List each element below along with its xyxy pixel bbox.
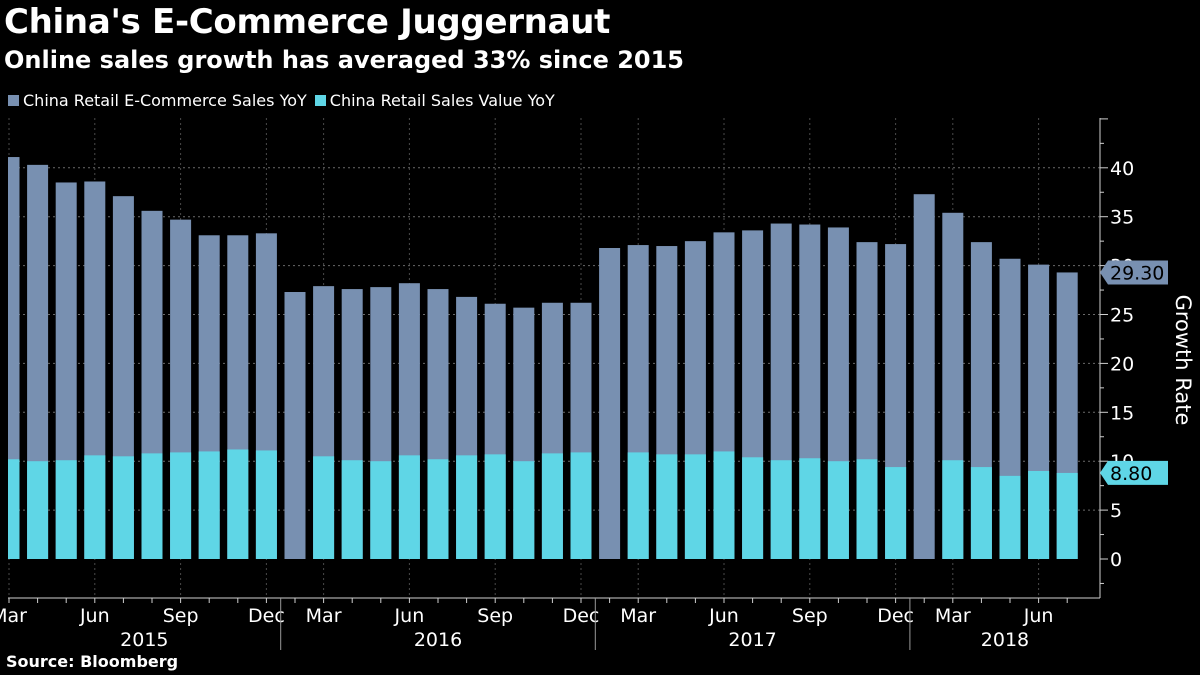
bar-retail-2017-03 bbox=[627, 452, 649, 559]
year-label-2017: 2017 bbox=[728, 629, 776, 651]
bar-retail-2017-05 bbox=[684, 454, 706, 559]
bar-retail-2015-09 bbox=[170, 452, 192, 559]
last-value-label-0: 29.30 bbox=[1110, 262, 1164, 284]
x-tick-label-6: Sep bbox=[477, 605, 513, 627]
last-value-label-1: 8.80 bbox=[1110, 463, 1152, 485]
x-tick-label-8: Mar bbox=[620, 605, 656, 627]
bar-retail-2018-06 bbox=[1028, 470, 1050, 559]
bar-ecommerce-2018-02 bbox=[913, 194, 935, 559]
legend-swatch-retail bbox=[314, 94, 326, 106]
bar-ecommerce-2017-02 bbox=[599, 247, 621, 559]
x-tick-label-0: Mar bbox=[0, 605, 27, 627]
bar-retail-2016-07 bbox=[427, 459, 449, 559]
legend-label-retail: China Retail Sales Value YoY bbox=[329, 90, 555, 110]
x-tick-label-5: Jun bbox=[394, 605, 425, 627]
y-tick-label-5: 5 bbox=[1110, 500, 1122, 522]
bar-retail-2015-12 bbox=[255, 450, 277, 559]
bar-retail-2016-04 bbox=[341, 460, 363, 559]
bar-retail-2016-03 bbox=[313, 456, 335, 559]
bar-retail-2015-08 bbox=[141, 453, 163, 559]
bar-retail-2016-11 bbox=[541, 453, 563, 559]
y-tick-label-25: 25 bbox=[1110, 305, 1134, 327]
x-tick-label-2: Sep bbox=[163, 605, 199, 627]
bar-retail-2017-10 bbox=[827, 461, 849, 559]
bar-retail-2016-09 bbox=[484, 454, 506, 559]
bar-retail-2015-10 bbox=[198, 451, 220, 559]
chart-title: China's E-Commerce Juggernaut bbox=[4, 2, 611, 42]
bar-retail-2015-11 bbox=[227, 449, 249, 559]
bar-ecommerce-2015-03 bbox=[8, 157, 20, 560]
bar-retail-2015-04 bbox=[27, 461, 49, 559]
bar-retail-2018-03 bbox=[942, 460, 964, 559]
year-label-2018: 2018 bbox=[981, 629, 1029, 651]
x-tick-label-3: Dec bbox=[248, 605, 285, 627]
bar-retail-2017-09 bbox=[799, 458, 821, 559]
bar-retail-2017-04 bbox=[656, 454, 678, 559]
bar-ecommerce-2015-04 bbox=[27, 164, 49, 559]
x-tick-label-10: Sep bbox=[792, 605, 828, 627]
x-tick-label-4: Mar bbox=[306, 605, 342, 627]
y-tick-label-20: 20 bbox=[1110, 353, 1134, 375]
legend-item-retail: China Retail Sales Value YoY bbox=[314, 90, 555, 110]
y-tick-label-15: 15 bbox=[1110, 402, 1134, 424]
last-value-box-1 bbox=[1100, 460, 1168, 485]
legend-swatch-ecommerce bbox=[8, 94, 19, 106]
bar-retail-2015-06 bbox=[84, 455, 106, 559]
bar-retail-2018-05 bbox=[999, 475, 1021, 559]
bar-retail-2017-08 bbox=[770, 460, 792, 559]
y-tick-label-35: 35 bbox=[1110, 207, 1134, 229]
bar-retail-2016-08 bbox=[456, 455, 478, 559]
year-label-2015: 2015 bbox=[120, 629, 168, 651]
x-tick-label-9: Jun bbox=[708, 605, 739, 627]
legend-item-ecommerce: China Retail E-Commerce Sales YoY bbox=[8, 91, 307, 110]
x-tick-label-11: Dec bbox=[877, 605, 914, 627]
y-axis-label: Growth Rate bbox=[1171, 295, 1195, 426]
bar-retail-2018-07 bbox=[1056, 472, 1078, 559]
bar-retail-2017-06 bbox=[713, 451, 735, 559]
legend-label-ecommerce: China Retail E-Commerce Sales YoY bbox=[23, 90, 307, 110]
bar-retail-2015-03 bbox=[8, 459, 20, 559]
bar-retail-2017-12 bbox=[885, 467, 907, 559]
bar-retail-2018-04 bbox=[970, 467, 992, 559]
bar-retail-2016-06 bbox=[398, 455, 420, 559]
last-value-box-0 bbox=[1100, 260, 1168, 285]
x-tick-label-12: Mar bbox=[935, 605, 971, 627]
bar-retail-2015-07 bbox=[112, 456, 134, 559]
bar-retail-2015-05 bbox=[55, 460, 77, 559]
legend: China Retail E-Commerce Sales YoY China … bbox=[8, 88, 563, 112]
chart-subtitle: Online sales growth has averaged 33% sin… bbox=[4, 46, 684, 74]
bar-retail-2016-05 bbox=[370, 461, 392, 559]
source-note: Source: Bloomberg bbox=[6, 652, 179, 671]
x-tick-label-13: Jun bbox=[1023, 605, 1054, 627]
bar-retail-2016-10 bbox=[513, 461, 535, 559]
bar-retail-2016-12 bbox=[570, 452, 592, 559]
bar-ecommerce-2016-02 bbox=[284, 292, 306, 559]
year-label-2016: 2016 bbox=[414, 629, 462, 651]
bars-group bbox=[8, 157, 1078, 560]
y-tick-label-0: 0 bbox=[1110, 549, 1122, 571]
bar-retail-2017-11 bbox=[856, 459, 878, 559]
bar-retail-2017-07 bbox=[742, 457, 764, 559]
x-tick-label-7: Dec bbox=[563, 605, 600, 627]
x-tick-label-1: Jun bbox=[79, 605, 110, 627]
y-tick-label-40: 40 bbox=[1110, 158, 1134, 180]
